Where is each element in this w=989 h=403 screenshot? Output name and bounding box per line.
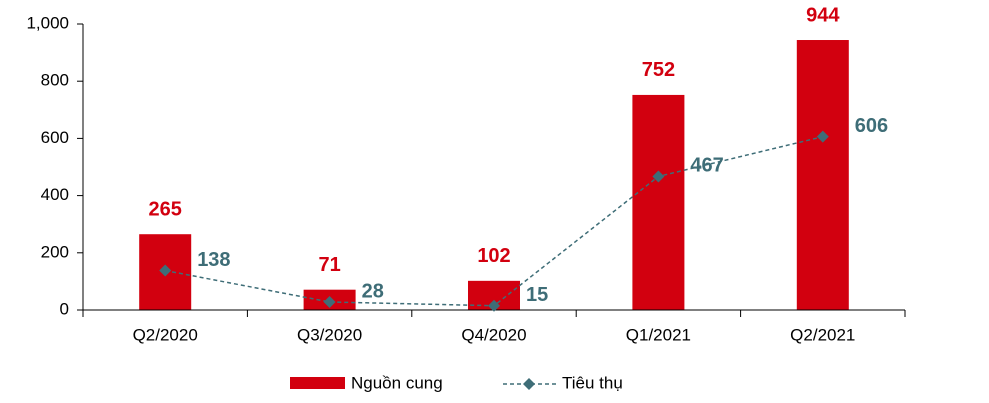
line [165, 135, 823, 307]
line-value-label: 15 [526, 284, 548, 306]
x-tick-label: Q2/2020 [133, 325, 198, 344]
legend-label: Nguồn cung [351, 373, 443, 392]
y-tick-label: 600 [41, 128, 69, 147]
bar-value-label: 944 [806, 4, 840, 26]
line-marker [159, 264, 172, 277]
bar-value-label: 102 [477, 245, 510, 267]
bar [796, 40, 849, 311]
bar-value-label: 71 [318, 254, 340, 276]
line-marker [488, 299, 500, 312]
y-tick-label: 800 [41, 71, 69, 90]
line-value-label: 606 [855, 115, 888, 137]
y-tick-label: 0 [60, 299, 69, 318]
bar-value-label: 265 [149, 198, 182, 220]
legend: Nguồn cung Tiêu thụ [290, 373, 623, 392]
line-value-label: 28 [362, 280, 384, 302]
x-tick-label: Q1/2021 [626, 325, 691, 344]
line-value-label: 138 [197, 249, 230, 271]
legend-marker [523, 378, 535, 390]
line-value-label: 467 [690, 155, 723, 177]
legend-swatch [290, 377, 345, 389]
legend-label: Tiêu thụ [562, 373, 623, 392]
line-marker [323, 295, 336, 308]
y-tick-label: 200 [41, 242, 69, 261]
x-tick-label: Q4/2020 [461, 325, 526, 344]
y-tick-label: 400 [41, 185, 69, 204]
line-marker [816, 130, 829, 143]
bar [632, 94, 685, 310]
x-tick-label: Q2/2021 [790, 325, 855, 344]
line-marker [652, 170, 665, 183]
bar-value-label: 752 [642, 59, 675, 81]
y-tick-label: 1,000 [26, 13, 69, 32]
x-tick-label: Q3/2020 [297, 325, 362, 344]
